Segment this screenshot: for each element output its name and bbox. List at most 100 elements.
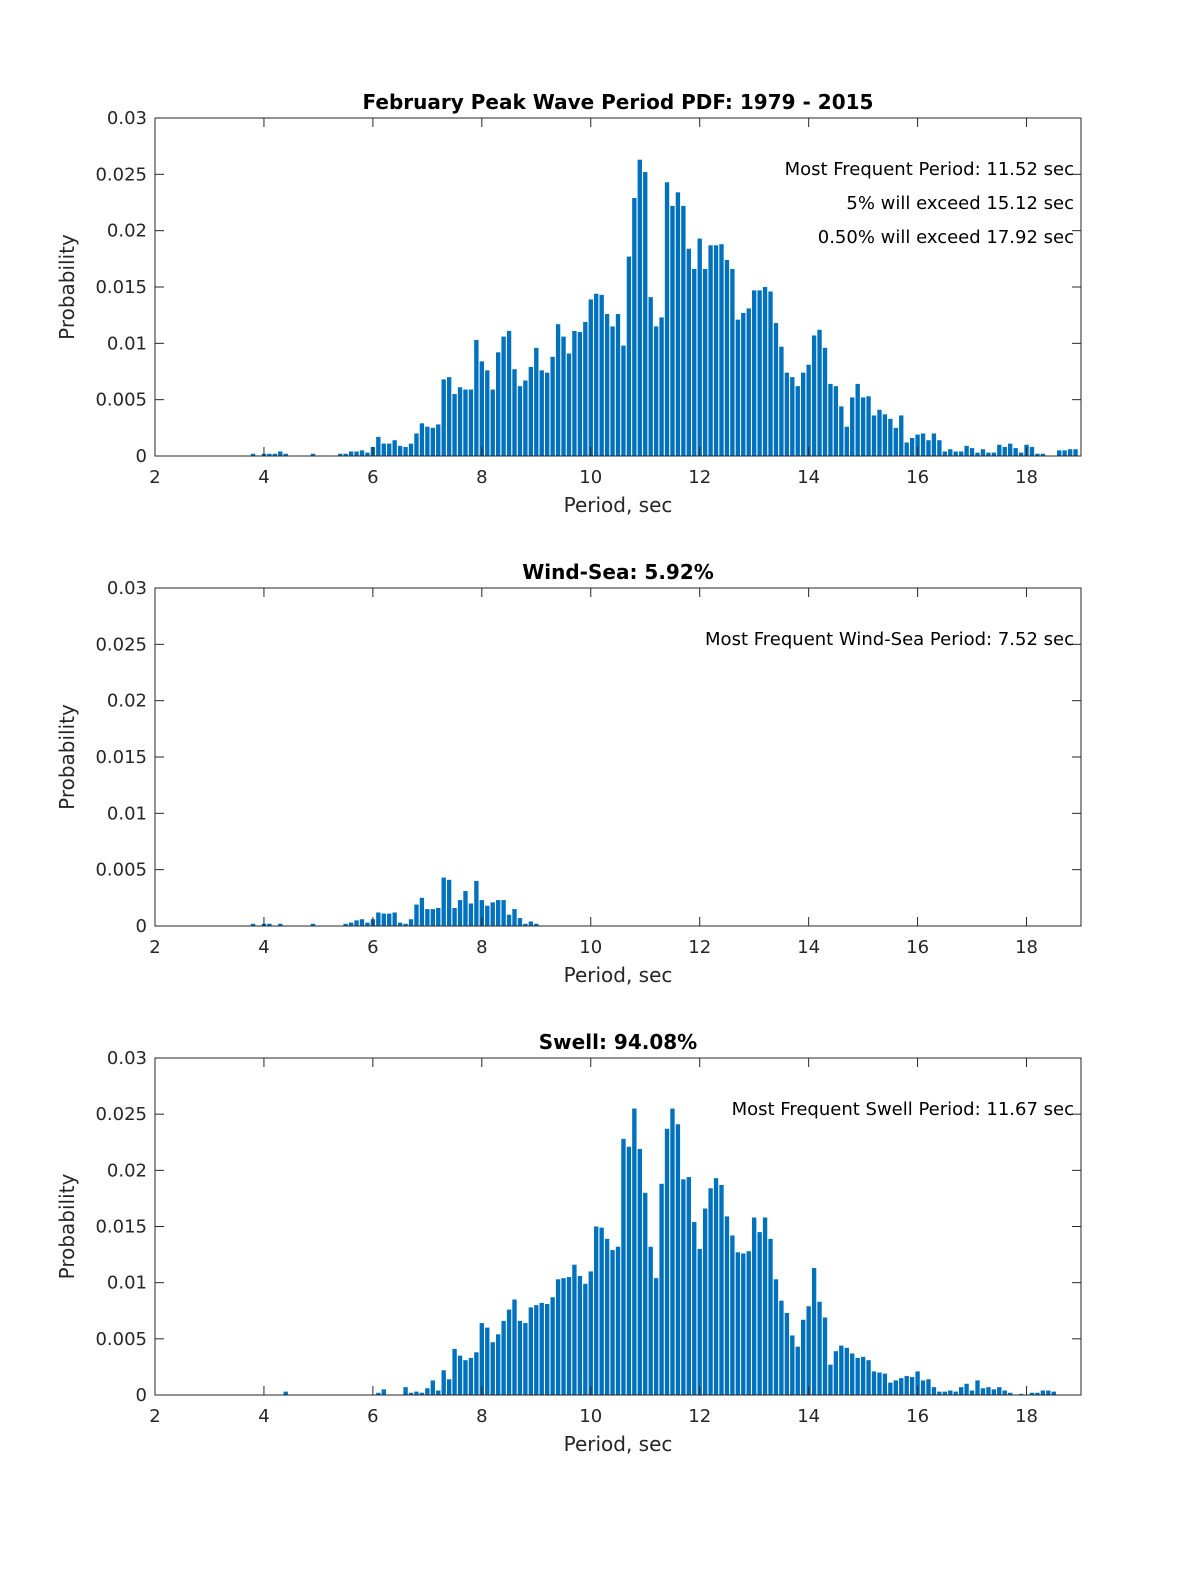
subplot-3: 2 4 6 8 10 12 14 16 18 0 0.005 0.01 0.015 0.02 0.025 0.… <box>55 1030 1082 1456</box>
bar <box>550 1297 555 1395</box>
bar <box>860 397 866 456</box>
bar <box>283 453 288 456</box>
bar <box>267 923 272 926</box>
x-tick-label: 18 <box>1015 937 1038 958</box>
bar <box>348 451 354 456</box>
bar <box>893 427 898 456</box>
bar <box>506 914 512 926</box>
bar <box>779 1300 784 1395</box>
y-tick-label: 0.015 <box>95 747 147 768</box>
bar <box>517 1320 523 1395</box>
bar <box>425 426 430 456</box>
bar <box>408 443 414 456</box>
bar <box>931 433 937 456</box>
bar <box>348 922 354 926</box>
bar <box>926 1379 931 1395</box>
bar <box>430 909 435 926</box>
bar <box>1008 443 1013 456</box>
bar <box>958 1387 964 1395</box>
bar <box>414 904 419 926</box>
bar <box>741 312 746 456</box>
bar <box>452 394 457 456</box>
bar <box>272 453 278 456</box>
annotation: 5% will exceed 15.12 sec <box>846 193 1074 214</box>
bar <box>479 1323 484 1395</box>
bar <box>888 1382 893 1395</box>
bar <box>730 1235 735 1395</box>
y-tick-label: 0.02 <box>107 221 147 242</box>
bar <box>452 907 457 926</box>
bar <box>425 1388 430 1395</box>
bar <box>719 244 724 456</box>
bar <box>392 440 397 456</box>
bar <box>664 1128 670 1395</box>
x-axis-label: Period, sec <box>564 493 673 517</box>
bar <box>833 1351 839 1395</box>
bar <box>566 1277 572 1395</box>
bar <box>1035 453 1040 456</box>
bar <box>909 437 915 456</box>
bar <box>948 449 953 456</box>
bar <box>523 923 528 926</box>
bar <box>790 377 795 456</box>
bar <box>964 445 969 456</box>
bar <box>436 1390 441 1395</box>
bar <box>768 1238 773 1395</box>
bar <box>468 1357 474 1395</box>
bar <box>354 451 359 456</box>
bar <box>681 1179 686 1395</box>
bar <box>408 1392 414 1395</box>
bar <box>250 923 256 926</box>
bar <box>495 352 501 456</box>
bar <box>397 445 403 456</box>
bar <box>599 294 604 456</box>
x-tick-label: 14 <box>797 1406 820 1427</box>
x-tick-label: 2 <box>149 467 160 488</box>
bar <box>795 386 800 456</box>
bar <box>735 319 741 456</box>
bar <box>343 923 348 926</box>
y-tick-label: 0.02 <box>107 1160 147 1181</box>
bar <box>365 452 370 456</box>
bar <box>811 335 817 456</box>
bar <box>610 1250 615 1395</box>
bar <box>604 1238 610 1395</box>
bar <box>817 1301 822 1395</box>
bar <box>457 900 463 926</box>
bar <box>784 1313 790 1395</box>
bar <box>850 397 855 456</box>
bar <box>773 323 779 456</box>
bar <box>1046 1390 1051 1395</box>
bar <box>441 379 446 456</box>
bar <box>523 1323 528 1395</box>
bar <box>555 1279 561 1395</box>
bar <box>490 389 495 456</box>
y-tick-label: 0.01 <box>107 1273 147 1294</box>
x-tick-label: 4 <box>258 1406 269 1427</box>
bar <box>969 448 975 456</box>
bar <box>719 1184 724 1395</box>
bar <box>397 922 403 926</box>
bar <box>403 1387 408 1395</box>
bar <box>594 1226 599 1395</box>
x-tick-label: 4 <box>258 467 269 488</box>
bar <box>632 197 637 457</box>
y-tick-label: 0 <box>136 446 147 467</box>
x-tick-label: 10 <box>579 1406 602 1427</box>
bar <box>376 912 381 926</box>
bar <box>1073 449 1078 456</box>
bar <box>866 396 871 456</box>
bar <box>697 238 702 456</box>
bar <box>713 245 719 456</box>
bar <box>692 268 697 456</box>
bar <box>724 1216 730 1395</box>
bar <box>512 369 517 456</box>
chart-title: Wind-Sea: 5.92% <box>522 560 714 584</box>
bar <box>463 891 468 926</box>
x-tick-label: 16 <box>906 937 929 958</box>
bar <box>310 453 316 456</box>
bar <box>626 1146 632 1395</box>
bar <box>801 1319 806 1395</box>
y-tick-label: 0.01 <box>107 333 147 354</box>
bar <box>893 1380 898 1395</box>
